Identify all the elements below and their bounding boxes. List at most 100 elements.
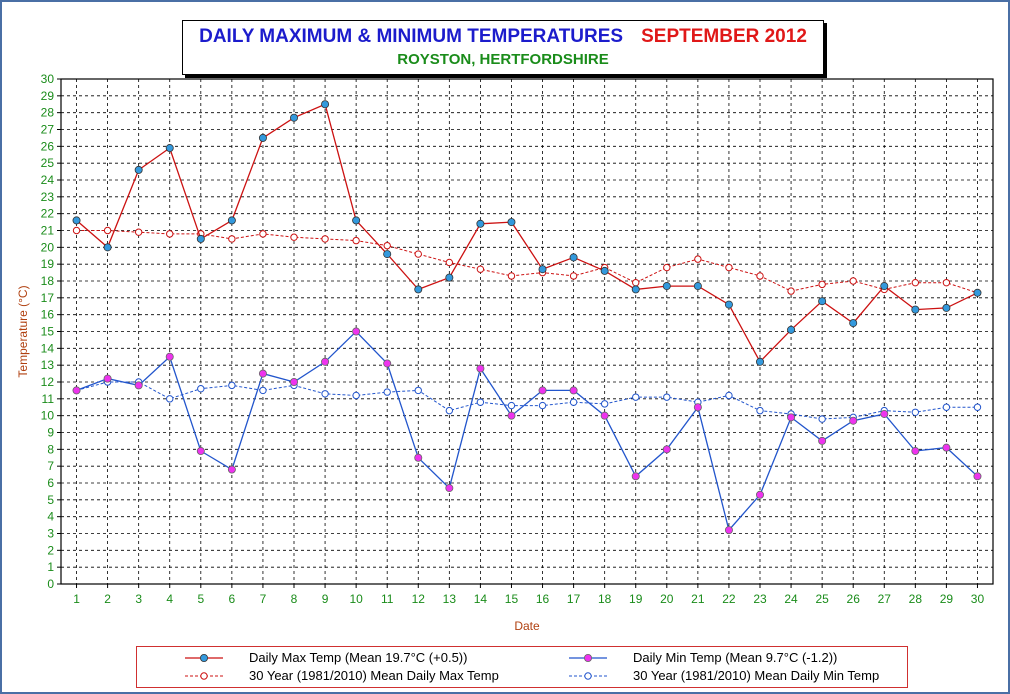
y-tick-label: 30 xyxy=(41,72,55,86)
y-tick-label: 19 xyxy=(41,257,55,271)
data-point-max xyxy=(103,243,112,252)
data-point-min xyxy=(631,472,640,481)
series-line-min xyxy=(76,330,978,532)
title-box: DAILY MAXIMUM & MINIMUM TEMPERATURES SEPT… xyxy=(182,20,824,75)
data-point-mean-min xyxy=(321,390,329,398)
y-tick-label: 28 xyxy=(41,106,55,120)
data-point-min xyxy=(383,359,392,368)
data-point-max xyxy=(693,282,702,291)
data-point-max xyxy=(880,282,889,291)
data-point-mean-min xyxy=(414,386,422,395)
data-point-mean-min xyxy=(911,408,920,416)
data-point-min xyxy=(724,526,733,535)
y-tick-label: 16 xyxy=(41,308,55,322)
x-tick-label: 29 xyxy=(940,592,954,606)
data-point-mean-max xyxy=(849,277,857,285)
data-point-min xyxy=(476,364,485,373)
x-tick-label: 17 xyxy=(567,592,581,606)
legend-label-max: Daily Max Temp (Mean 19.7°C (+0.5)) xyxy=(249,650,468,665)
data-point-min xyxy=(973,472,982,481)
y-tick-label: 27 xyxy=(41,123,55,137)
x-tick-label: 9 xyxy=(322,592,329,606)
data-point-min xyxy=(289,377,298,386)
data-point-mean-max xyxy=(942,278,951,287)
data-point-mean-min xyxy=(445,406,454,415)
x-tick-label: 14 xyxy=(474,592,488,606)
data-point-mean-min xyxy=(756,406,764,415)
title-month: SEPTEMBER 2012 xyxy=(641,26,807,47)
data-point-mean-max xyxy=(166,230,174,238)
data-point-min xyxy=(693,403,702,412)
x-tick-label: 7 xyxy=(260,592,267,606)
legend-item-max: Daily Max Temp (Mean 19.7°C (+0.5)) xyxy=(183,649,513,667)
x-tick-label: 6 xyxy=(229,592,236,606)
y-tick-label: 21 xyxy=(41,224,55,238)
data-point-max xyxy=(414,285,423,294)
data-point-max xyxy=(942,303,951,312)
x-tick-label: 27 xyxy=(878,592,892,606)
y-tick-label: 18 xyxy=(41,274,55,288)
data-point-max xyxy=(849,319,858,328)
x-tick-label: 15 xyxy=(505,592,519,606)
data-point-mean-min xyxy=(600,400,609,408)
data-point-mean-max xyxy=(787,287,795,295)
data-point-max xyxy=(787,325,796,334)
data-point-mean-max xyxy=(694,255,702,263)
y-tick-label: 29 xyxy=(41,89,55,103)
data-point-mean-max xyxy=(663,263,671,272)
y-tick-label: 26 xyxy=(41,139,55,153)
data-point-mean-min xyxy=(632,393,640,401)
x-tick-label: 2 xyxy=(104,592,111,606)
data-point-mean-max xyxy=(321,235,329,243)
legend-item-min: Daily Min Temp (Mean 9.7°C (-1.2)) xyxy=(567,649,897,667)
data-point-mean-min xyxy=(228,381,236,390)
x-axis-title: Date xyxy=(514,619,540,633)
data-point-mean-max xyxy=(756,272,764,280)
x-tick-label: 5 xyxy=(197,592,204,606)
x-tick-label: 8 xyxy=(291,592,298,606)
data-point-mean-max xyxy=(632,278,640,287)
data-point-min xyxy=(103,374,112,383)
legend-item-mean-max: 30 Year (1981/2010) Mean Daily Max Temp xyxy=(183,667,513,685)
data-point-max xyxy=(227,216,236,225)
x-tick-label: 28 xyxy=(909,592,923,606)
data-point-mean-min xyxy=(725,391,733,400)
y-tick-label: 4 xyxy=(47,510,54,524)
y-tick-label: 17 xyxy=(41,291,55,305)
legend-label-mean-min: 30 Year (1981/2010) Mean Daily Min Temp xyxy=(633,668,880,683)
legend-label-min: Daily Min Temp (Mean 9.7°C (-1.2)) xyxy=(633,650,838,665)
y-tick-label: 6 xyxy=(47,476,54,490)
data-point-mean-min xyxy=(569,398,578,406)
data-point-mean-max xyxy=(569,272,578,280)
data-point-mean-min xyxy=(663,393,671,401)
data-point-min xyxy=(911,447,920,456)
y-tick-label: 2 xyxy=(47,543,54,557)
legend: Daily Max Temp (Mean 19.7°C (+0.5)) Dail… xyxy=(136,646,908,688)
data-point-max xyxy=(321,100,330,109)
data-point-mean-min xyxy=(538,401,547,410)
data-point-max xyxy=(973,288,982,297)
data-point-mean-max xyxy=(818,280,826,289)
data-point-min xyxy=(662,445,671,454)
y-tick-label: 10 xyxy=(41,409,55,423)
data-point-min xyxy=(134,381,143,390)
y-tick-label: 24 xyxy=(41,173,55,187)
data-point-mean-min xyxy=(197,385,205,393)
data-point-mean-max xyxy=(228,235,236,243)
data-point-mean-max xyxy=(290,233,298,241)
data-point-max xyxy=(724,300,733,309)
y-tick-label: 11 xyxy=(42,392,55,406)
data-point-mean-min xyxy=(973,403,982,411)
x-tick-label: 26 xyxy=(847,592,861,606)
data-point-max xyxy=(72,216,81,225)
x-tick-label: 1 xyxy=(73,592,80,606)
x-tick-label: 22 xyxy=(722,592,736,606)
data-point-mean-max xyxy=(725,263,733,272)
series-line-max xyxy=(76,103,978,363)
data-point-mean-max xyxy=(383,241,391,250)
x-tick-label: 20 xyxy=(660,592,674,606)
x-tick-label: 10 xyxy=(349,592,363,606)
chart-title: DAILY MAXIMUM & MINIMUM TEMPERATURES SEPT… xyxy=(183,26,823,48)
data-point-mean-max xyxy=(414,250,422,258)
